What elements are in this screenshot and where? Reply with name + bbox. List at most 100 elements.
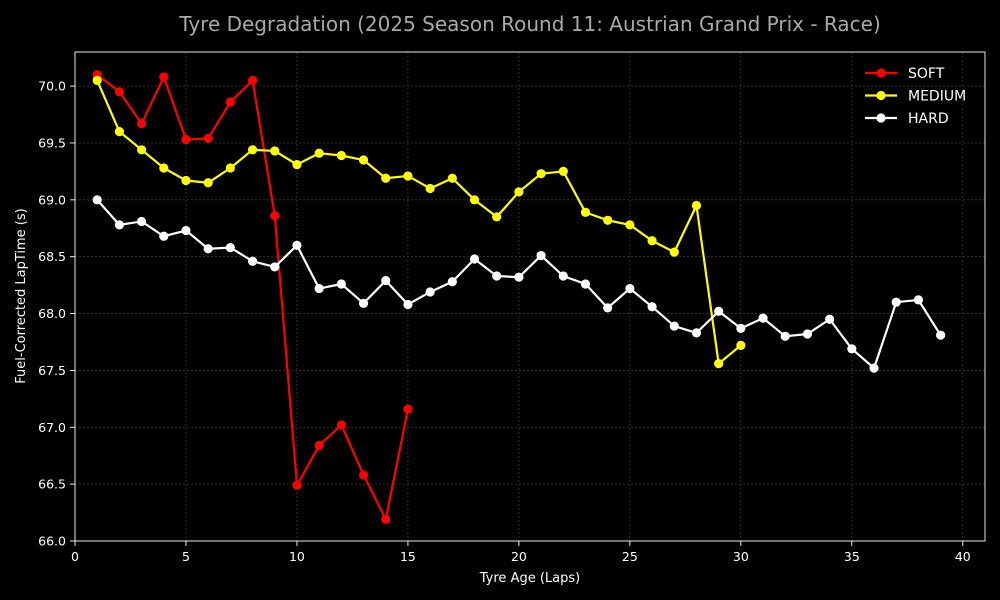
- data-point-medium: [691, 200, 702, 211]
- data-point-hard: [691, 328, 702, 338]
- data-point-medium: [625, 220, 635, 230]
- data-point-soft: [336, 420, 346, 430]
- data-point-medium: [603, 215, 613, 225]
- legend: SOFT MEDIUM HARD: [865, 66, 966, 127]
- data-point-medium: [114, 127, 124, 137]
- data-point-hard: [802, 329, 813, 339]
- grid-layer: [74, 52, 985, 542]
- legend-item-medium: MEDIUM: [865, 89, 966, 105]
- data-point-hard: [714, 306, 724, 316]
- x-tick-label: 40: [955, 549, 971, 564]
- data-point-hard: [114, 220, 124, 230]
- data-point-hard: [825, 314, 835, 324]
- data-point-hard: [92, 195, 102, 205]
- x-tick-label: 0: [71, 549, 79, 564]
- data-point-hard: [514, 272, 524, 282]
- data-point-medium: [669, 247, 679, 257]
- data-point-hard: [270, 262, 280, 272]
- data-point-hard: [936, 330, 946, 340]
- x-tick-label: 5: [182, 549, 190, 564]
- data-point-medium: [159, 163, 169, 173]
- x-tick-label: 15: [400, 549, 416, 564]
- data-point-hard: [580, 279, 591, 289]
- data-point-medium: [270, 146, 280, 156]
- data-point-hard: [381, 275, 391, 286]
- data-point-medium: [536, 169, 546, 179]
- data-point-soft: [203, 133, 213, 144]
- series-hard: [92, 195, 946, 373]
- data-point-medium: [469, 195, 480, 205]
- tick-layer: 0 5 10 15 20 25 30 35 40 66.0 66.5 67.0 67.5 68.0 68.5…: [38, 79, 971, 564]
- data-point-medium: [292, 159, 302, 170]
- data-point-soft: [114, 87, 124, 97]
- data-point-hard: [669, 321, 679, 331]
- data-point-hard: [847, 344, 857, 354]
- x-tick-label: 35: [844, 549, 860, 564]
- x-tick-label: 20: [511, 549, 527, 564]
- data-point-soft: [270, 211, 280, 221]
- plot-frame: [74, 51, 986, 542]
- data-point-soft: [225, 97, 235, 107]
- legend-marker-medium: [876, 90, 886, 101]
- data-point-hard: [625, 283, 635, 294]
- series-soft: [92, 70, 413, 524]
- y-tick-label: 68.5: [38, 249, 66, 264]
- chart-title: Tyre Degradation (2025 Season Round 11: …: [178, 12, 881, 36]
- data-point-hard: [181, 225, 191, 236]
- y-tick-label: 69.5: [38, 135, 66, 150]
- legend-label-medium: MEDIUM: [908, 89, 966, 105]
- data-point-medium: [447, 173, 457, 183]
- data-point-hard: [447, 277, 457, 287]
- data-point-soft: [314, 440, 324, 451]
- data-point-hard: [358, 298, 369, 308]
- data-point-hard: [758, 313, 768, 323]
- data-point-hard: [225, 243, 235, 253]
- y-axis-label: Fuel-Corrected LapTime (s): [14, 208, 29, 383]
- data-point-medium: [647, 236, 657, 246]
- data-point-hard: [913, 295, 924, 305]
- data-point-hard: [558, 271, 568, 281]
- data-point-medium: [381, 173, 391, 183]
- y-tick-label: 67.5: [38, 363, 66, 378]
- data-point-hard: [603, 303, 613, 313]
- legend-marker-hard: [876, 113, 886, 123]
- series-layer: [92, 70, 946, 524]
- x-tick-label: 25: [622, 549, 638, 564]
- y-tick-label: 70.0: [38, 79, 66, 94]
- data-point-hard: [247, 256, 258, 266]
- x-axis-label: Tyre Age (Laps): [479, 571, 580, 586]
- data-point-hard: [869, 363, 879, 373]
- data-point-medium: [136, 145, 147, 155]
- data-point-hard: [469, 254, 480, 264]
- y-tick-label: 69.0: [38, 192, 66, 207]
- data-point-medium: [92, 75, 102, 86]
- legend-label-hard: HARD: [908, 111, 949, 127]
- data-point-hard: [336, 279, 346, 289]
- data-point-medium: [514, 187, 524, 197]
- legend-label-soft: SOFT: [908, 66, 945, 82]
- data-point-medium: [247, 145, 258, 155]
- data-point-soft: [247, 75, 258, 86]
- data-point-medium: [403, 171, 413, 181]
- data-point-medium: [358, 155, 369, 165]
- data-point-soft: [181, 134, 191, 145]
- legend-item-soft: SOFT: [865, 66, 945, 82]
- data-point-soft: [292, 480, 302, 490]
- data-point-medium: [314, 148, 324, 158]
- data-point-medium: [580, 207, 591, 217]
- data-point-medium: [425, 183, 435, 194]
- data-point-soft: [358, 470, 369, 480]
- data-point-medium: [181, 175, 191, 186]
- legend-item-hard: HARD: [865, 111, 949, 127]
- data-point-hard: [159, 231, 169, 241]
- data-point-hard: [314, 283, 324, 294]
- legend-marker-soft: [876, 68, 886, 78]
- data-point-hard: [292, 240, 302, 250]
- series-medium: [92, 75, 746, 369]
- data-point-soft: [159, 72, 169, 82]
- data-point-hard: [780, 331, 790, 341]
- data-point-hard: [891, 297, 901, 307]
- data-point-hard: [536, 250, 546, 261]
- data-point-medium: [736, 340, 746, 350]
